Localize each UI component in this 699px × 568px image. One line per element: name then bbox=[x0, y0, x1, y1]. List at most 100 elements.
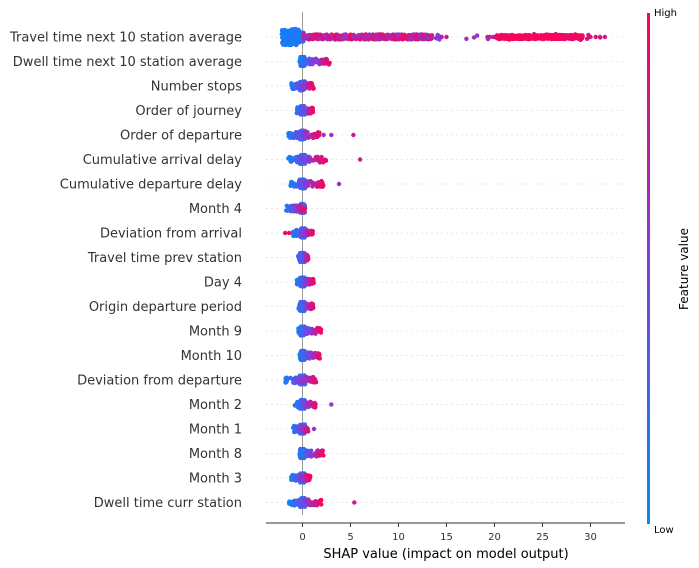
shap-point bbox=[309, 401, 314, 407]
shap-point bbox=[298, 255, 304, 260]
shap-point bbox=[299, 427, 304, 432]
feature-label: Deviation from departure bbox=[77, 374, 242, 389]
shap-point bbox=[551, 35, 556, 41]
shap-point bbox=[289, 206, 294, 211]
shap-point bbox=[304, 350, 309, 355]
shap-point bbox=[304, 305, 309, 310]
shap-point bbox=[302, 278, 308, 283]
shap-point bbox=[304, 253, 310, 258]
shap-point bbox=[306, 37, 311, 42]
shap-point bbox=[310, 184, 315, 189]
shap-point bbox=[546, 35, 551, 40]
shap-point bbox=[293, 232, 298, 237]
shap-point bbox=[413, 34, 418, 39]
shap-point bbox=[299, 450, 304, 455]
shap-point bbox=[297, 179, 302, 184]
shap-point bbox=[336, 181, 342, 187]
shap-point bbox=[307, 108, 312, 113]
shap-point bbox=[283, 380, 288, 385]
x-tick-label: 30 bbox=[584, 532, 597, 543]
shap-point bbox=[518, 33, 524, 38]
shap-point bbox=[305, 498, 311, 503]
shap-point bbox=[309, 81, 314, 86]
shap-point bbox=[297, 405, 302, 410]
feature-label: Deviation from arrival bbox=[100, 227, 242, 242]
shap-point bbox=[352, 500, 357, 505]
shap-point bbox=[311, 36, 317, 41]
shap-point bbox=[311, 426, 317, 432]
shap-point bbox=[305, 135, 310, 140]
shap-point bbox=[316, 60, 321, 65]
shap-point bbox=[300, 352, 305, 358]
shap-point bbox=[305, 331, 310, 336]
shap-point bbox=[399, 34, 405, 39]
feature-label: Month 4 bbox=[189, 202, 242, 217]
shap-point bbox=[286, 156, 291, 161]
shap-point bbox=[307, 476, 312, 481]
shap-point bbox=[302, 106, 307, 111]
shap-point bbox=[290, 472, 295, 478]
shap-point bbox=[351, 132, 356, 138]
x-tick-label: 5 bbox=[347, 532, 353, 543]
shap-point bbox=[302, 157, 308, 162]
shap-point bbox=[347, 36, 353, 41]
x-tick-label: 15 bbox=[440, 532, 453, 543]
shap-point bbox=[299, 230, 305, 235]
shap-point bbox=[343, 33, 348, 39]
shap-point bbox=[588, 34, 593, 40]
shap-point bbox=[286, 230, 292, 236]
shap-point bbox=[329, 132, 334, 138]
shap-point bbox=[439, 34, 444, 40]
shap-point bbox=[289, 81, 294, 86]
shap-point bbox=[366, 32, 371, 38]
shap-point bbox=[294, 228, 299, 233]
shap-point bbox=[494, 35, 499, 40]
shap-point bbox=[304, 82, 309, 88]
shap-point bbox=[283, 230, 288, 236]
shap-point bbox=[304, 257, 309, 262]
shap-point bbox=[306, 232, 311, 237]
shap-point bbox=[585, 36, 590, 41]
feature-label: Origin departure period bbox=[89, 300, 242, 315]
shap-point bbox=[300, 33, 305, 38]
feature-labels: Travel time next 10 station averageDwell… bbox=[9, 31, 242, 512]
shap-point bbox=[284, 41, 289, 46]
shap-point bbox=[417, 32, 422, 38]
shap-point bbox=[310, 379, 315, 384]
shap-point bbox=[295, 28, 300, 33]
feature-row-lines bbox=[266, 36, 625, 503]
shap-point bbox=[321, 158, 326, 163]
shap-point bbox=[501, 36, 506, 41]
shap-point bbox=[284, 375, 289, 380]
shap-point bbox=[299, 304, 304, 310]
shap-point bbox=[329, 402, 334, 407]
x-tick-label: 20 bbox=[488, 532, 501, 543]
shap-point bbox=[299, 473, 304, 478]
shap-point bbox=[305, 33, 311, 38]
shap-point bbox=[357, 157, 363, 162]
shap-point bbox=[293, 377, 298, 383]
shap-point bbox=[295, 130, 300, 135]
shap-point bbox=[306, 502, 312, 507]
shap-point bbox=[323, 60, 329, 66]
shap-points bbox=[279, 26, 608, 510]
shap-point bbox=[556, 33, 562, 38]
shap-point bbox=[510, 35, 516, 40]
shap-point bbox=[434, 36, 439, 41]
feature-label: Month 8 bbox=[189, 447, 242, 462]
shap-point bbox=[301, 375, 307, 380]
shap-point bbox=[311, 305, 316, 311]
feature-label: Day 4 bbox=[204, 276, 242, 291]
shap-point bbox=[291, 501, 296, 507]
shap-point bbox=[300, 327, 305, 333]
shap-point bbox=[539, 35, 545, 40]
shap-point bbox=[294, 184, 300, 189]
feature-label: Number stops bbox=[151, 80, 242, 95]
shap-point bbox=[292, 157, 298, 162]
shap-point bbox=[312, 135, 317, 140]
shap-point bbox=[395, 32, 400, 38]
shap-point bbox=[571, 33, 577, 38]
shap-point bbox=[294, 474, 299, 480]
shap-point bbox=[299, 477, 304, 483]
shap-point bbox=[375, 35, 380, 41]
